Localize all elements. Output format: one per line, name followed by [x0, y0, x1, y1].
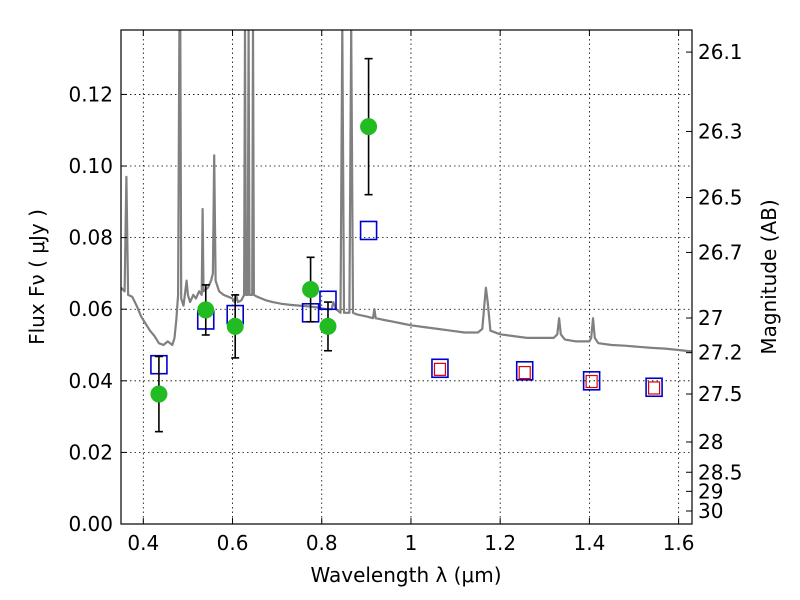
observed-point [226, 317, 244, 335]
x-tick-label: 0.4 [127, 531, 159, 555]
right-tick-label: 29 [698, 479, 723, 503]
right-tick-label: 26.3 [698, 119, 743, 143]
right-tick-label: 30 [698, 499, 723, 523]
observed-point [360, 118, 378, 136]
right-tick-label: 26.5 [698, 186, 743, 210]
y-tick-label: 0.00 [68, 512, 113, 536]
x-tick-label: 0.6 [217, 531, 249, 555]
y-tick-label: 0.04 [68, 369, 113, 393]
y-tick-label: 0.02 [68, 440, 113, 464]
y-axis-label: Flux Fν ( μJy ) [25, 209, 49, 345]
model-band-square [582, 371, 601, 391]
y-tick-label: 0.12 [68, 82, 113, 106]
x-tick-label: 1.2 [484, 531, 516, 555]
observed-point [197, 301, 215, 319]
x-tick-label: 1 [405, 531, 418, 555]
right-tick-label: 27 [698, 306, 723, 330]
axis-ticks: 0.4 0.6 0.8 1 1.2 1.4 1.6 0.00 0.02 0.04 0.06 0.08 0… [68, 30, 743, 555]
observed-point [319, 317, 337, 335]
y-tick-label: 0.08 [68, 226, 113, 250]
model-band-square [431, 358, 449, 379]
right-tick-label: 26.7 [698, 240, 743, 264]
model-band-square-red [433, 362, 447, 376]
x-tick-label: 1.4 [573, 531, 605, 555]
right-axis-label: Magnitude (AB) [757, 199, 781, 354]
right-tick-label: 28.5 [698, 460, 743, 484]
right-tick-label: 27.5 [698, 382, 743, 406]
x-tick-label: 0.8 [306, 531, 338, 555]
y-tick-label: 0.06 [68, 297, 113, 321]
model-band-square-red [518, 365, 531, 380]
right-tick-label: 26.1 [698, 40, 743, 64]
right-tick-label: 27.2 [698, 341, 743, 365]
model-band-square [645, 377, 663, 398]
model-band-square-red [647, 381, 661, 395]
model-spectrum-layer [121, 30, 692, 353]
plot-frame [120, 29, 693, 525]
data-markers-layer [150, 57, 663, 433]
right-tick-label: 28 [698, 430, 723, 454]
x-tick-label: 1.6 [663, 531, 695, 555]
grid-lines [121, 30, 692, 525]
model-spectrum-line [121, 30, 692, 353]
x-axis-label: Wavelength λ (μm) [310, 563, 501, 587]
model-band-square-red [585, 374, 598, 389]
observed-point [150, 385, 168, 403]
y-tick-label: 0.10 [68, 154, 113, 178]
model-band-square [515, 360, 534, 381]
observed-point [302, 281, 320, 299]
model-band-square [359, 220, 378, 241]
